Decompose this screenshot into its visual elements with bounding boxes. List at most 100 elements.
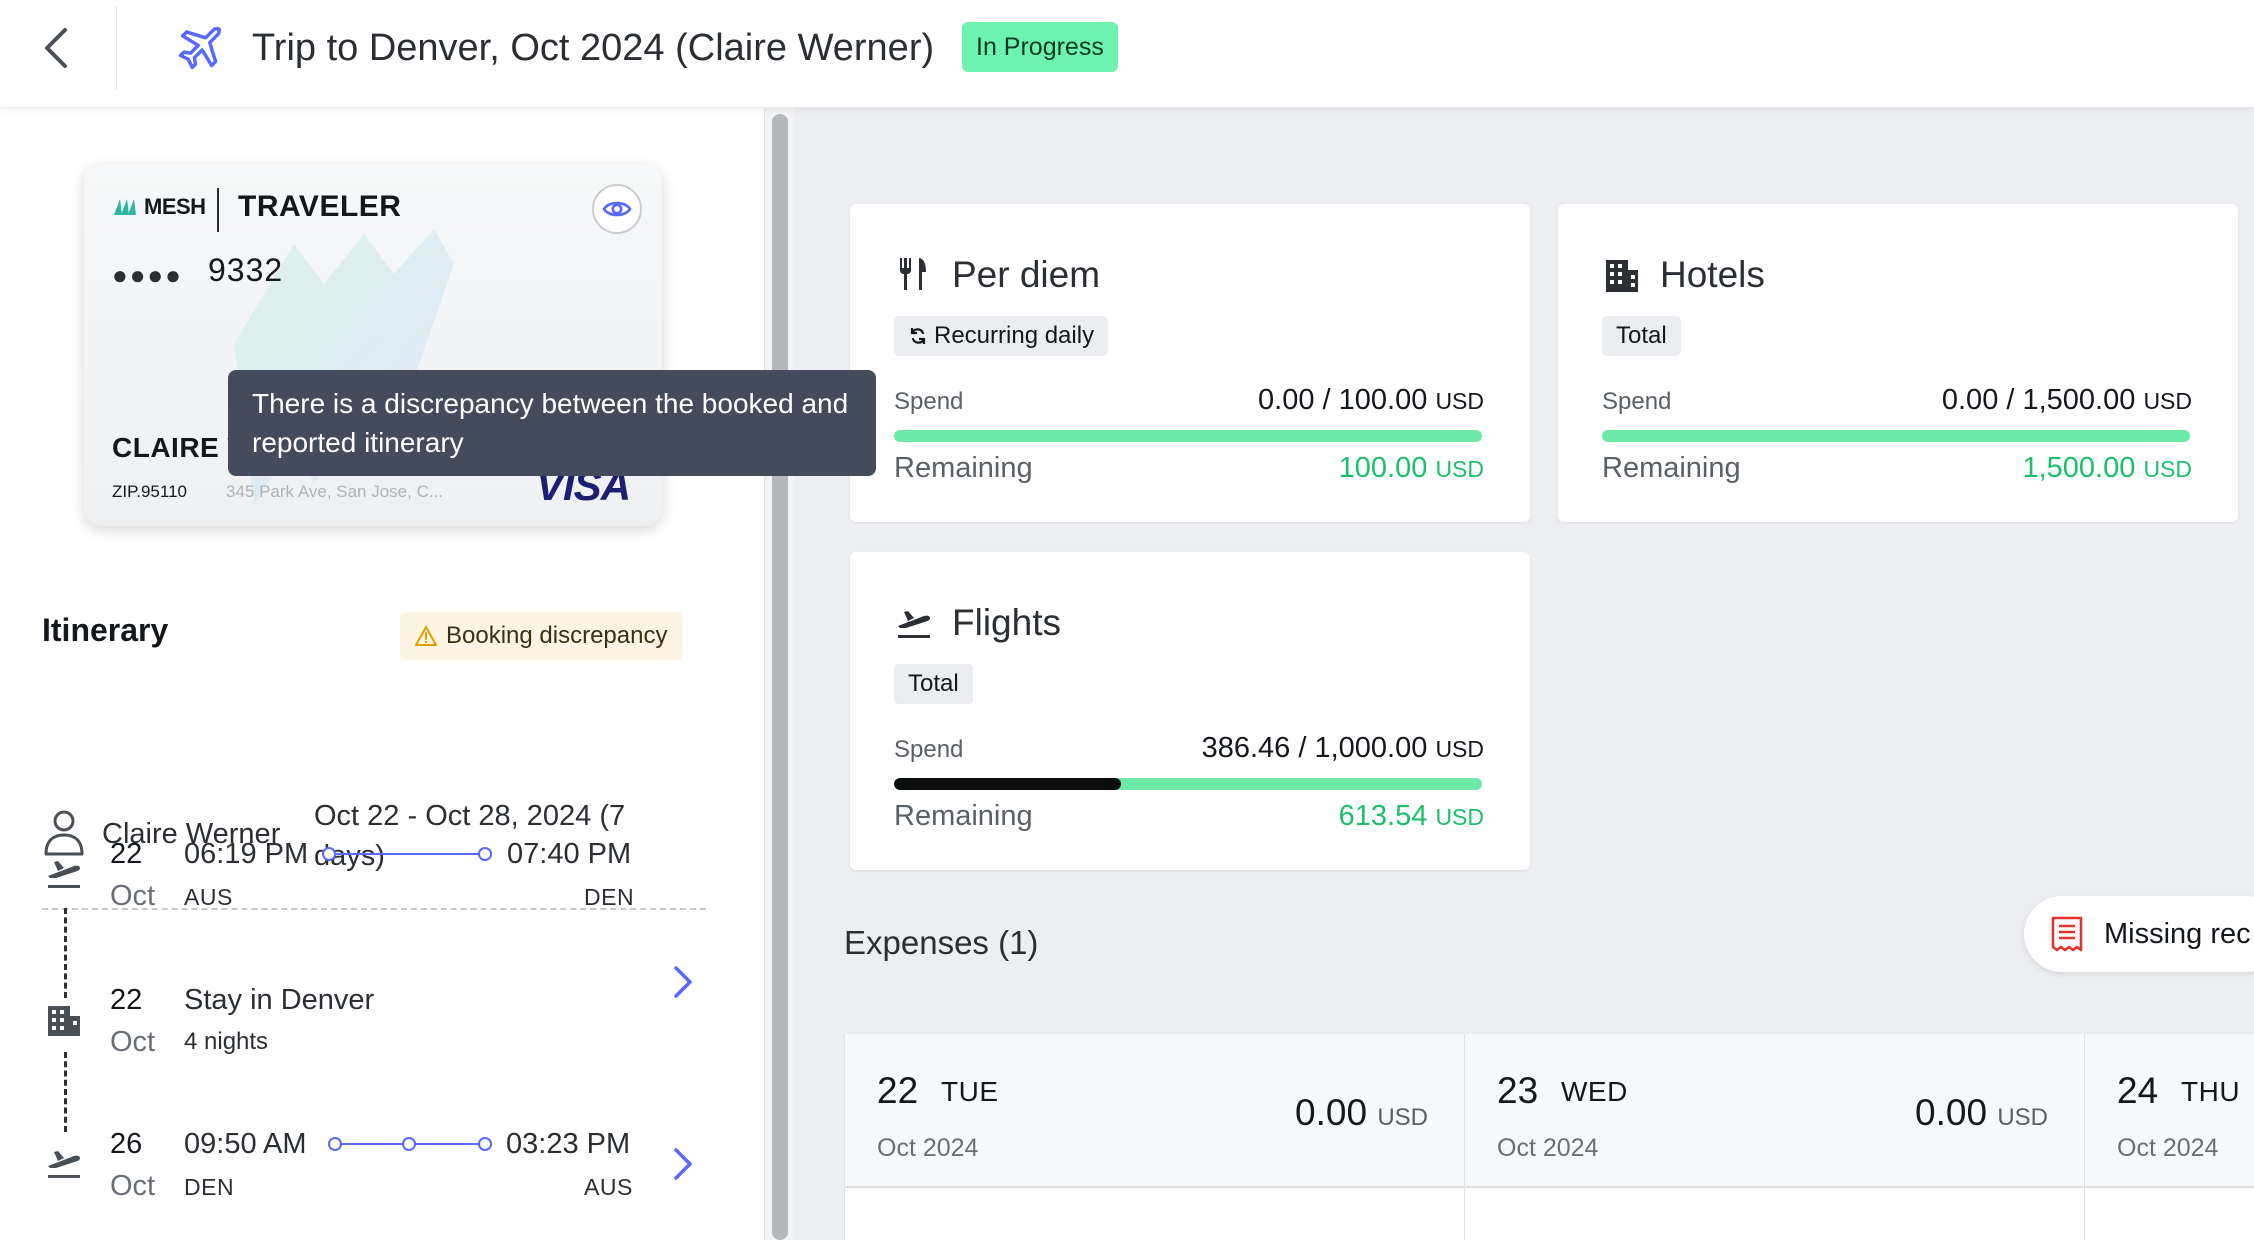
day-card-body bbox=[845, 1186, 1464, 1240]
chevron-right-icon[interactable] bbox=[668, 1144, 698, 1184]
remaining-value: 613.54 USD bbox=[1339, 800, 1484, 833]
budget-period-pill: Total bbox=[1602, 316, 1681, 356]
mesh-logo: MESH bbox=[112, 194, 206, 220]
day-month: Oct 2024 bbox=[1497, 1134, 1599, 1162]
spend-currency: USD bbox=[1435, 736, 1484, 762]
card-last4: 9332 bbox=[208, 252, 284, 288]
right-panel: Per diem Recurring daily Spend 0.00 / 10… bbox=[794, 108, 2254, 1240]
remaining-label: Remaining bbox=[1602, 452, 1741, 484]
card-address: 345 Park Ave, San Jose, C... bbox=[226, 482, 444, 501]
remaining-value: 1,500.00 USD bbox=[2022, 452, 2192, 485]
budget-title: Hotels bbox=[1660, 254, 1765, 295]
route-start-dot bbox=[322, 847, 336, 861]
expense-day-card[interactable]: 23 WED Oct 2024 0.00 USD bbox=[1464, 1034, 2084, 1240]
booking-discrepancy-label: Booking discrepancy bbox=[446, 622, 668, 649]
expense-day-card[interactable]: 24 THU Oct 2024 bbox=[2084, 1034, 2254, 1240]
scrollbar-thumb[interactable] bbox=[772, 114, 788, 1240]
building-icon bbox=[1606, 260, 1638, 292]
route-stop-dot bbox=[402, 1137, 416, 1151]
segment-month: Oct bbox=[110, 880, 156, 912]
spend-currency: USD bbox=[1435, 388, 1484, 414]
remaining-label: Remaining bbox=[894, 800, 1033, 832]
day-amount-currency: USD bbox=[1997, 1104, 2048, 1131]
day-number: 22 bbox=[877, 1070, 919, 1111]
spend-progress-bar bbox=[894, 778, 1482, 790]
destination-airport: DEN bbox=[584, 884, 635, 910]
day-number: 23 bbox=[1497, 1070, 1539, 1111]
budget-period-label: Total bbox=[908, 670, 959, 697]
budget-title: Flights bbox=[952, 602, 1061, 643]
day-card-body bbox=[2085, 1186, 2254, 1240]
itinerary-divider bbox=[42, 908, 706, 910]
missing-receipts-label: Missing rec bbox=[2104, 917, 2251, 950]
spend-label: Spend bbox=[1602, 388, 1672, 415]
building-icon bbox=[48, 1006, 80, 1036]
budget-card-flights[interactable]: Flights Total Spend 386.46 / 1,000.00 US… bbox=[850, 552, 1530, 870]
budget-period-label: Recurring daily bbox=[934, 322, 1095, 349]
mesh-logo-text: MESH bbox=[144, 194, 206, 219]
departure-time: 09:50 AM bbox=[184, 1128, 307, 1160]
spend-value: 386.46 / 1,000.00 USD bbox=[1202, 732, 1484, 765]
page-header: Trip to Denver, Oct 2024 (Claire Werner)… bbox=[0, 0, 2254, 108]
budget-period-pill: Recurring daily bbox=[894, 316, 1109, 356]
segment-day: 26 bbox=[110, 1128, 143, 1160]
budget-period-label: Total bbox=[1616, 322, 1667, 349]
day-amount-value: 0.00 bbox=[1295, 1092, 1368, 1133]
budget-title: Per diem bbox=[952, 254, 1101, 295]
arrival-time: 07:40 PM bbox=[507, 838, 632, 870]
remaining-amount: 613.54 bbox=[1338, 800, 1428, 832]
remaining-currency: USD bbox=[2143, 456, 2192, 482]
page-title: Trip to Denver, Oct 2024 (Claire Werner) bbox=[252, 27, 935, 69]
discrepancy-tooltip: There is a discrepancy between the booke… bbox=[228, 370, 876, 476]
card-logo-divider bbox=[217, 188, 219, 232]
spend-progress-bar bbox=[894, 430, 1482, 442]
day-weekday: THU bbox=[2181, 1076, 2241, 1107]
segment-connector bbox=[64, 1052, 67, 1132]
spend-amount: 0.00 / 1,500.00 bbox=[1941, 384, 2136, 416]
expense-day-card[interactable]: 22 TUE Oct 2024 0.00 USD bbox=[844, 1034, 1464, 1240]
segment-day: 22 bbox=[110, 984, 143, 1016]
spend-currency: USD bbox=[2143, 388, 2192, 414]
booking-discrepancy-badge[interactable]: Booking discrepancy bbox=[400, 612, 684, 660]
route-start-dot bbox=[328, 1137, 342, 1151]
spend-progress-fill bbox=[894, 778, 1122, 790]
day-weekday: WED bbox=[1561, 1076, 1628, 1107]
itinerary-title: Itinerary bbox=[42, 612, 169, 648]
departure-time: 06:19 PM bbox=[184, 838, 309, 870]
missing-receipts-button[interactable]: Missing rec bbox=[2024, 896, 2254, 972]
receipt-icon bbox=[2051, 916, 2083, 952]
day-amount: 0.00 USD bbox=[1295, 1092, 1428, 1134]
route-end-dot bbox=[478, 847, 492, 861]
budget-period-pill: Total bbox=[894, 664, 973, 704]
chevron-left-icon bbox=[45, 28, 67, 68]
card-product-name: TRAVELER bbox=[238, 190, 402, 223]
day-month: Oct 2024 bbox=[2117, 1134, 2219, 1162]
eye-icon bbox=[602, 201, 632, 217]
trip-dates: Oct 22 - Oct 28, 2024 (7 days) bbox=[314, 800, 626, 872]
day-number: 24 bbox=[2117, 1070, 2159, 1111]
spend-value: 0.00 / 100.00 USD bbox=[1258, 384, 1484, 417]
remaining-currency: USD bbox=[1435, 456, 1484, 482]
traveler-name: Claire Werner bbox=[102, 818, 281, 850]
segment-month: Oct bbox=[110, 1170, 156, 1202]
budget-card-hotels[interactable]: Hotels Total Spend 0.00 / 1,500.00 USD R… bbox=[1558, 204, 2238, 522]
flight-departure-icon bbox=[48, 1151, 80, 1178]
recurring-icon bbox=[910, 328, 926, 344]
budget-card-per-diem[interactable]: Per diem Recurring daily Spend 0.00 / 10… bbox=[850, 204, 1530, 522]
back-button[interactable] bbox=[30, 22, 82, 74]
card-zip: ZIP.95110 bbox=[112, 482, 187, 501]
spend-label: Spend bbox=[894, 736, 964, 763]
remaining-amount: 100.00 bbox=[1338, 452, 1428, 484]
flight-departure-icon bbox=[48, 861, 80, 888]
card-number-mask: ●●●● bbox=[112, 260, 183, 290]
reveal-card-button[interactable] bbox=[592, 184, 642, 234]
fork-knife-icon bbox=[900, 258, 926, 290]
arrival-time: 03:23 PM bbox=[506, 1128, 631, 1160]
route-line bbox=[336, 853, 478, 855]
spend-value: 0.00 / 1,500.00 USD bbox=[1942, 384, 2192, 417]
chevron-right-icon[interactable] bbox=[668, 962, 698, 1002]
status-badge: In Progress bbox=[962, 22, 1118, 72]
day-amount-value: 0.00 bbox=[1915, 1092, 1988, 1133]
day-month: Oct 2024 bbox=[877, 1134, 979, 1162]
stay-nights: 4 nights bbox=[184, 1028, 269, 1055]
